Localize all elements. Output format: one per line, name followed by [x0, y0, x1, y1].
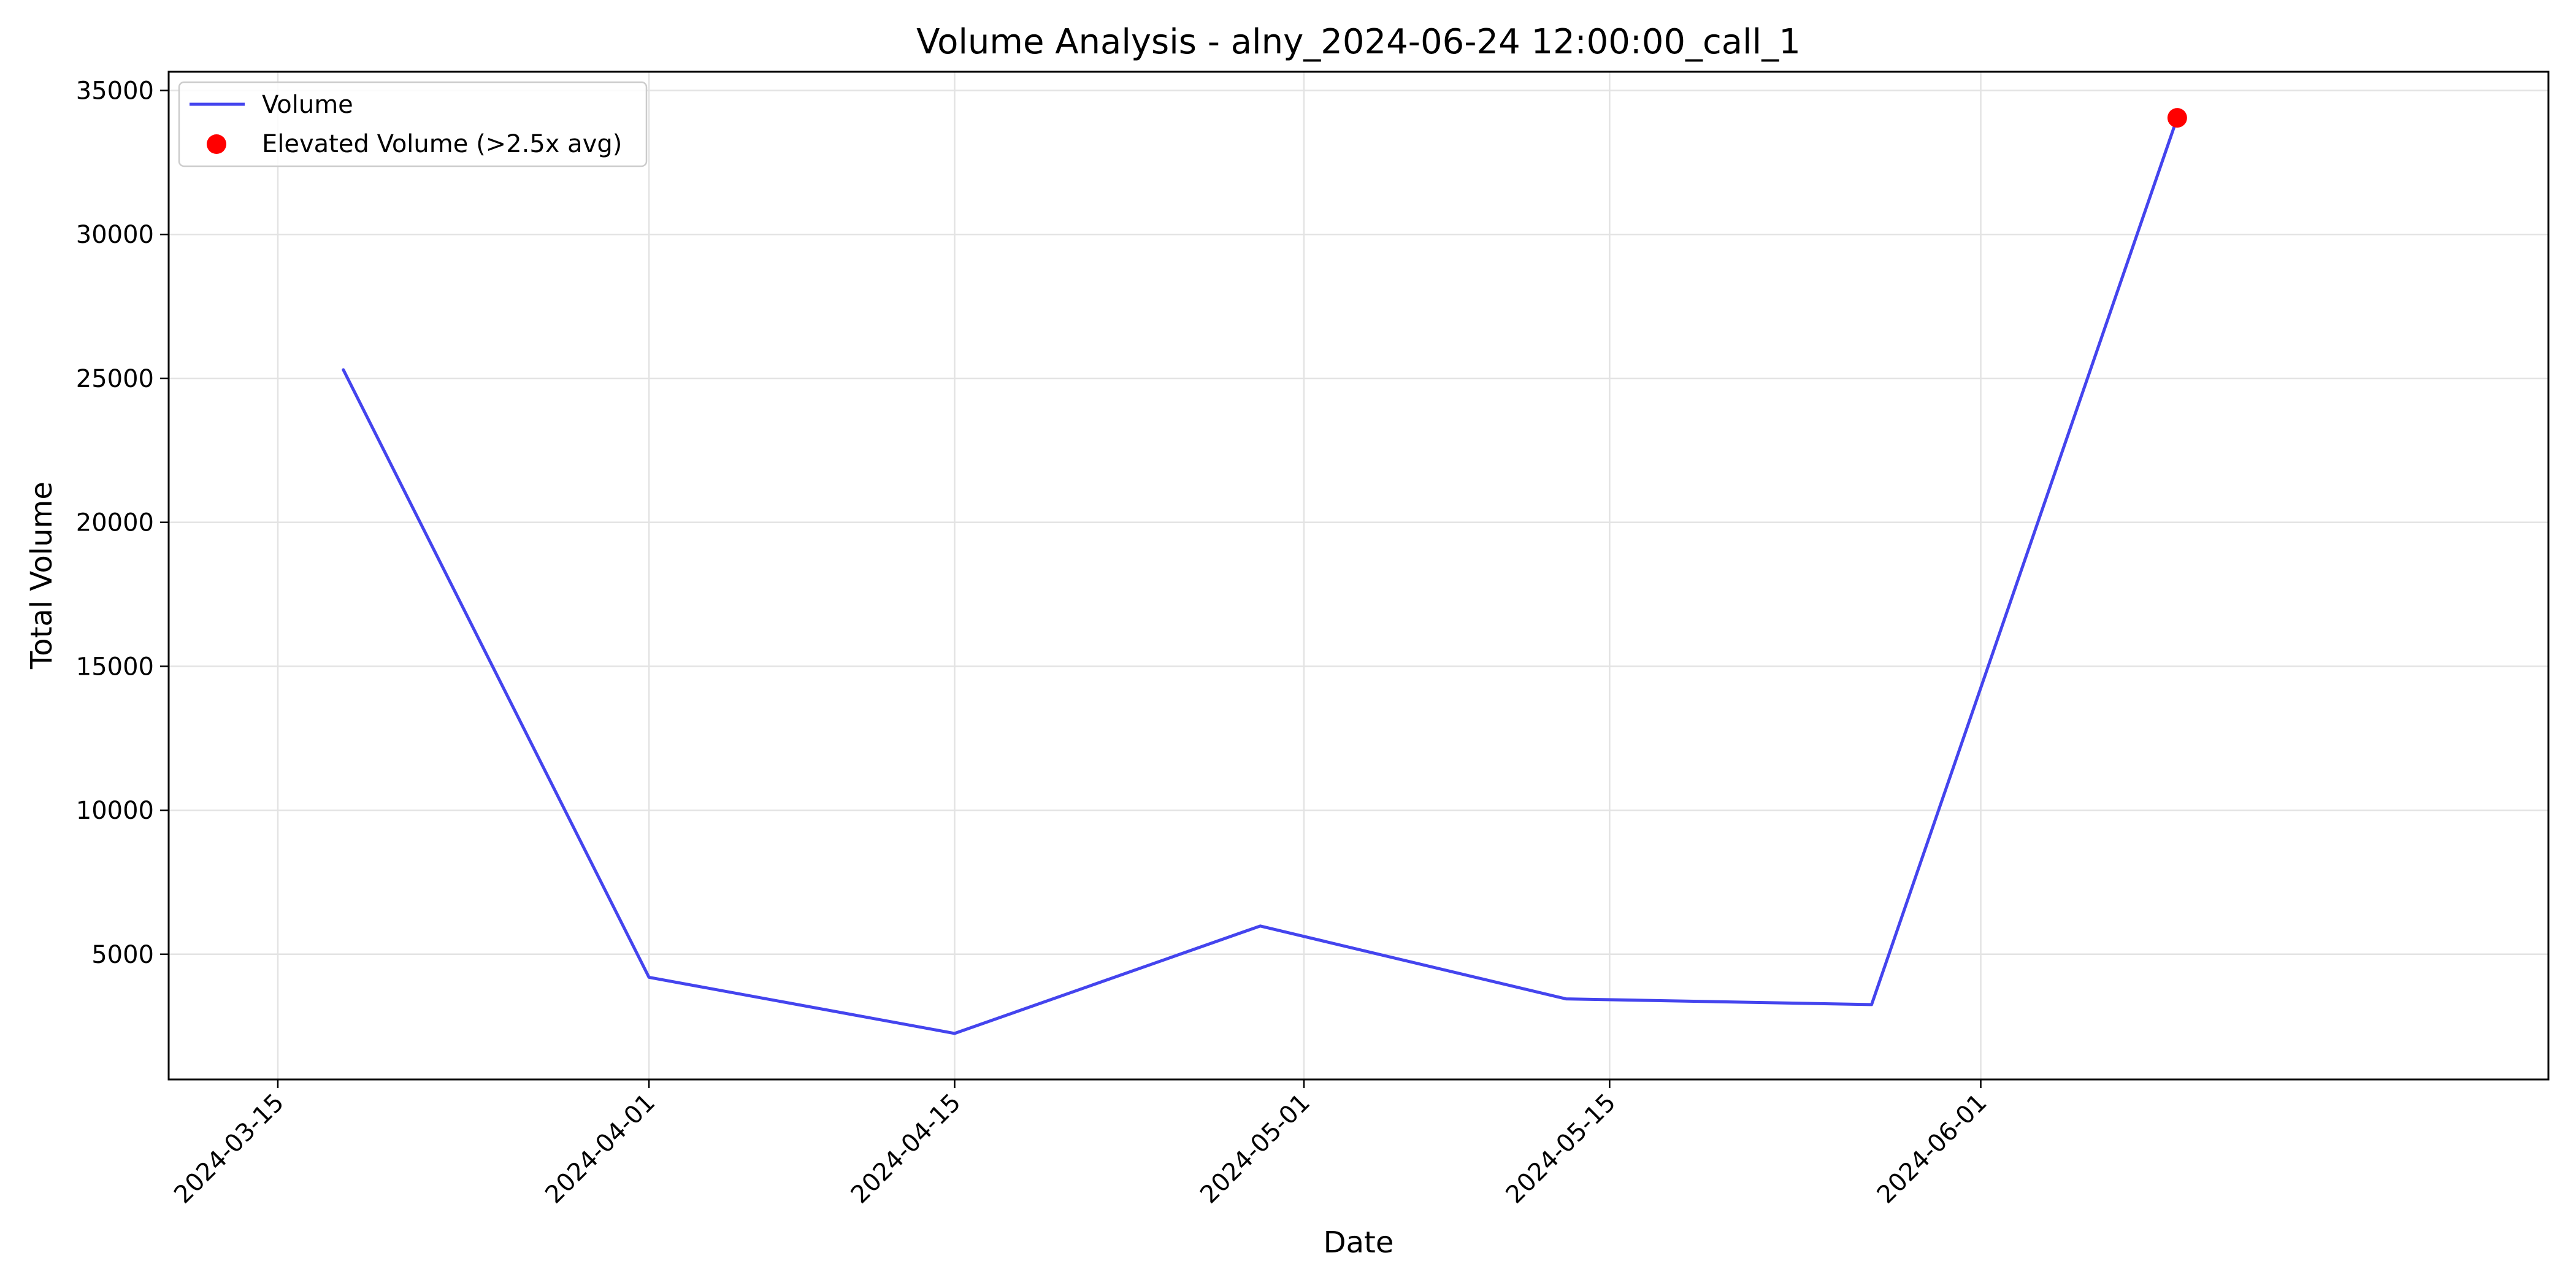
y-tick-label: 5000: [91, 941, 154, 969]
plot-frame: [167, 71, 2550, 1081]
volume-point: [1564, 997, 1568, 1001]
volume-point: [342, 368, 345, 372]
legend: Volume Elevated Volume (>2.5x avg): [178, 81, 648, 167]
y-axis-label: Total Volume: [25, 481, 59, 670]
y-tick-label: 15000: [76, 653, 154, 681]
volume-point: [647, 975, 651, 979]
y-tick-label: 25000: [76, 365, 154, 393]
volume-line: [342, 116, 2179, 1035]
volume-point: [1259, 924, 1262, 928]
y-tick-label: 20000: [76, 509, 154, 537]
volume-point: [953, 1032, 956, 1035]
grid-layer: [169, 72, 2548, 1079]
legend-elevated-label: Elevated Volume (>2.5x avg): [262, 130, 622, 158]
legend-elevated-swatch: [207, 134, 226, 154]
volume-point: [1870, 1003, 1874, 1006]
y-tick-label: 35000: [76, 77, 154, 105]
y-tick-label: 10000: [76, 797, 154, 825]
series-layer: [342, 108, 2187, 1035]
chart-title: Volume Analysis - alny_2024-06-24 12:00:…: [916, 22, 1801, 62]
x-axis-label: Date: [1324, 1225, 1394, 1260]
elevated-volume-marker: [2167, 108, 2187, 128]
legend-volume-label: Volume: [262, 91, 353, 119]
legend-box: [178, 81, 648, 167]
y-tick-label: 30000: [76, 221, 154, 249]
